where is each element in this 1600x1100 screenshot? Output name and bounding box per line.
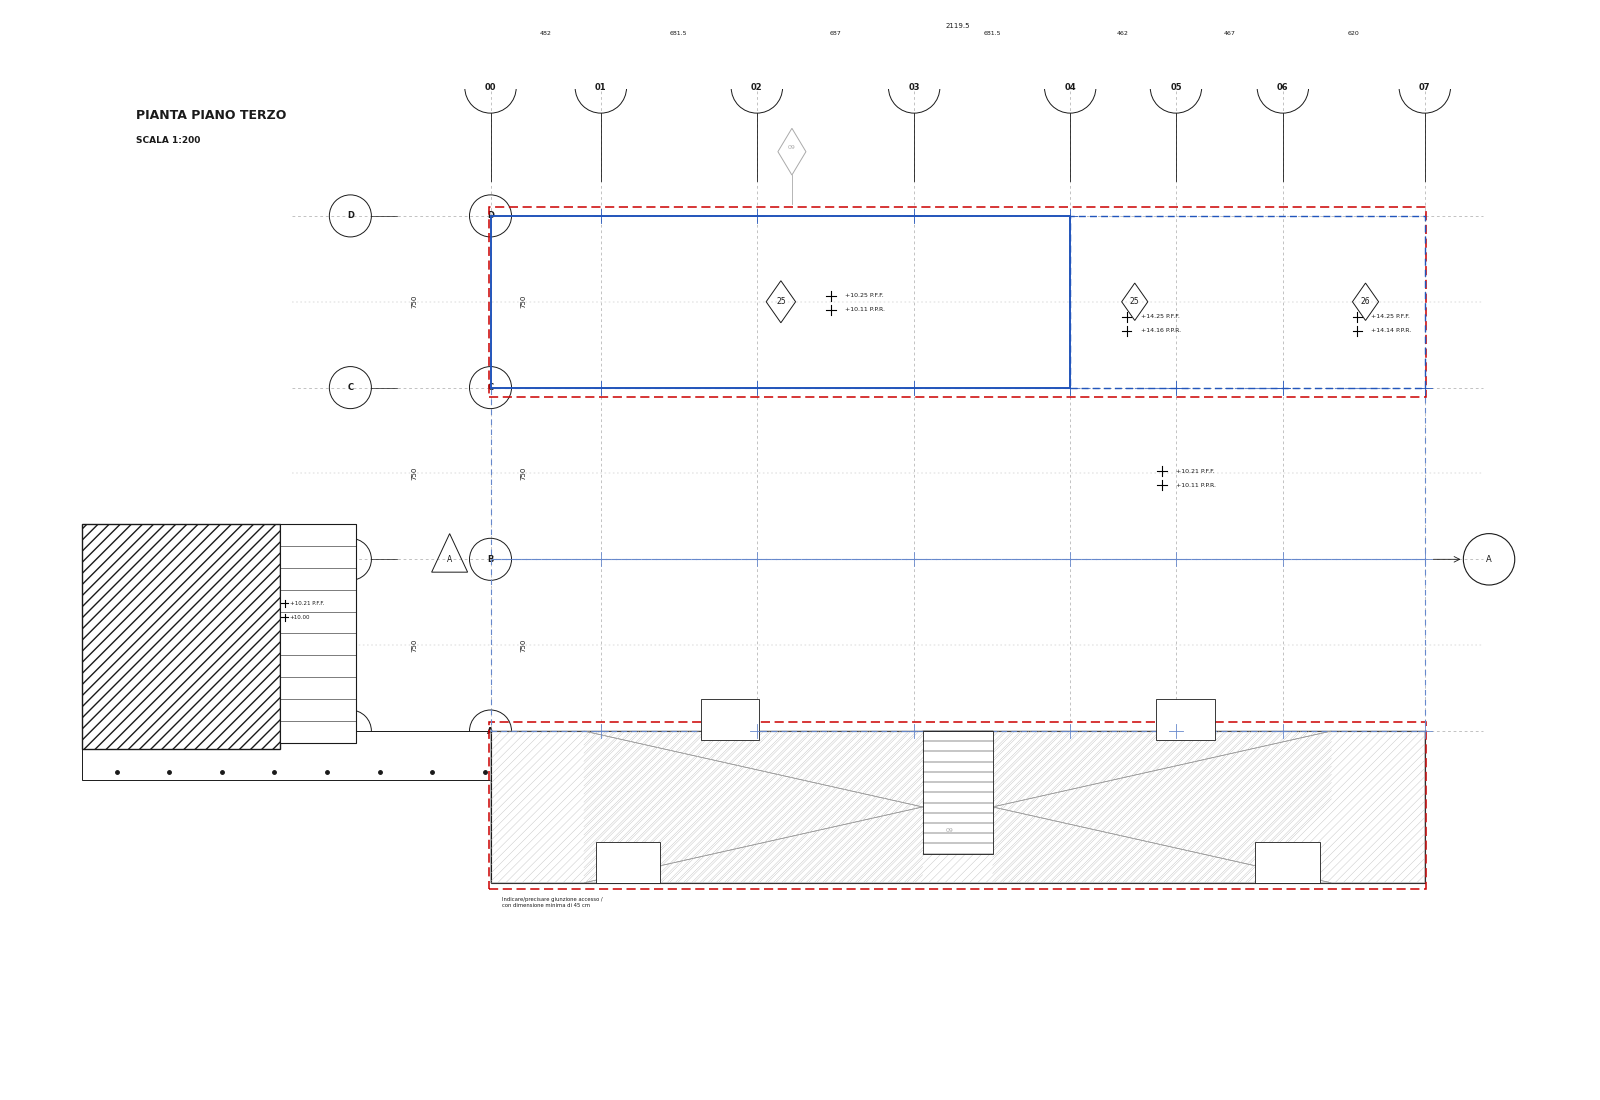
Bar bbox=[82, 732, 491, 780]
Text: SCALA 1:200: SCALA 1:200 bbox=[136, 136, 200, 145]
Text: B: B bbox=[488, 554, 494, 564]
Bar bbox=[491, 559, 1426, 732]
Text: +14.25 P.F.F.: +14.25 P.F.F. bbox=[1141, 315, 1179, 319]
Text: 482: 482 bbox=[539, 31, 552, 36]
Bar bbox=[595, 842, 659, 883]
Text: 09: 09 bbox=[787, 144, 795, 150]
Text: 620: 620 bbox=[1347, 31, 1360, 36]
Text: 467: 467 bbox=[1224, 31, 1235, 36]
Text: +10.11 P.P.R.: +10.11 P.P.R. bbox=[845, 307, 885, 312]
Bar bbox=[82, 525, 280, 748]
Text: 25: 25 bbox=[776, 297, 786, 306]
Bar bbox=[280, 525, 357, 742]
Bar bbox=[490, 722, 1426, 889]
Text: A: A bbox=[446, 554, 453, 564]
Text: 00: 00 bbox=[485, 82, 496, 92]
Text: 04: 04 bbox=[1064, 82, 1077, 92]
Text: 03: 03 bbox=[909, 82, 920, 92]
Text: +10.21 P.F.F.: +10.21 P.F.F. bbox=[290, 601, 325, 606]
Text: 750: 750 bbox=[411, 638, 418, 652]
Text: +10.00: +10.00 bbox=[290, 615, 310, 620]
Text: 2119.5: 2119.5 bbox=[946, 23, 970, 29]
Text: C: C bbox=[347, 383, 354, 392]
Text: 750: 750 bbox=[520, 638, 526, 652]
Text: 25: 25 bbox=[1130, 297, 1139, 306]
Bar bbox=[491, 216, 1070, 387]
Text: +10.25 P.F.F.: +10.25 P.F.F. bbox=[845, 294, 883, 298]
Text: 01: 01 bbox=[595, 82, 606, 92]
Text: 05: 05 bbox=[1170, 82, 1182, 92]
Text: C: C bbox=[488, 383, 493, 392]
Text: +10.11 P.P.R.: +10.11 P.P.R. bbox=[1176, 483, 1216, 487]
Text: +10.21 P.F.F.: +10.21 P.F.F. bbox=[1176, 469, 1214, 474]
Bar bbox=[923, 732, 992, 854]
Text: 09: 09 bbox=[946, 828, 954, 833]
Text: +14.14 P.P.R.: +14.14 P.P.R. bbox=[1371, 329, 1411, 333]
Bar bbox=[1070, 216, 1426, 387]
Text: +14.16 P.P.R.: +14.16 P.P.R. bbox=[1141, 329, 1181, 333]
Text: 750: 750 bbox=[520, 295, 526, 308]
Bar bbox=[490, 207, 1426, 397]
Text: 681.5: 681.5 bbox=[984, 31, 1002, 36]
Text: 26: 26 bbox=[1360, 297, 1370, 306]
Bar bbox=[491, 387, 1426, 559]
Bar bbox=[491, 732, 1426, 883]
Bar bbox=[1157, 700, 1214, 740]
Text: 02: 02 bbox=[750, 82, 763, 92]
Text: B: B bbox=[347, 554, 354, 564]
Text: D: D bbox=[486, 211, 494, 220]
Bar bbox=[701, 700, 758, 740]
Text: D: D bbox=[347, 211, 354, 220]
Text: 681.5: 681.5 bbox=[670, 31, 688, 36]
Text: 750: 750 bbox=[411, 466, 418, 481]
Text: 687: 687 bbox=[830, 31, 842, 36]
Text: A: A bbox=[1486, 554, 1491, 564]
Text: 06: 06 bbox=[1277, 82, 1288, 92]
Text: A: A bbox=[347, 726, 354, 736]
Text: 07: 07 bbox=[1419, 82, 1430, 92]
Text: A: A bbox=[488, 726, 494, 736]
Text: 750: 750 bbox=[411, 295, 418, 308]
Text: +14.25 P.F.F.: +14.25 P.F.F. bbox=[1371, 315, 1410, 319]
Text: 750: 750 bbox=[520, 466, 526, 481]
Text: PIANTA PIANO TERZO: PIANTA PIANO TERZO bbox=[136, 109, 286, 122]
Bar bbox=[1256, 842, 1320, 883]
Text: Indicare/precisare giunzione accesso /
con dimensione minima di 45 cm: Indicare/precisare giunzione accesso / c… bbox=[502, 896, 603, 909]
Text: 462: 462 bbox=[1117, 31, 1130, 36]
